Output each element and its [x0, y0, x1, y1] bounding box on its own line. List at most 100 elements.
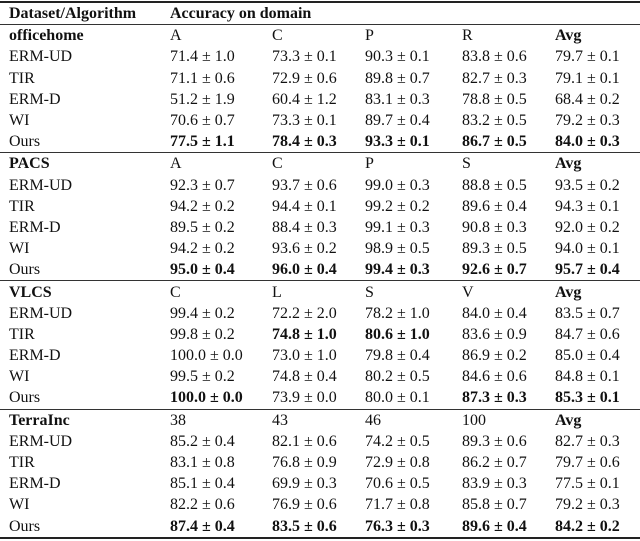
algorithm-name: Ours [9, 261, 41, 279]
accuracy-cell: 92.0 ± 0.2 [555, 218, 620, 236]
result-row: TIR 83.1 ± 0.8 76.8 ± 0.9 72.9 ± 0.8 86.2 ± … [0, 452, 640, 473]
accuracy-cell: 82.2 ± 0.6 [170, 496, 235, 514]
accuracy-cell: 95.0 ± 0.4 [170, 261, 235, 279]
accuracy-cell: 94.0 ± 0.1 [555, 240, 620, 258]
accuracy-cell: 82.7 ± 0.3 [555, 432, 620, 450]
accuracy-cell: 77.5 ± 1.1 [170, 133, 235, 151]
accuracy-cell: 74.8 ± 1.0 [272, 325, 337, 343]
algorithm-name: ERM-D [9, 347, 61, 365]
accuracy-cell: 89.8 ± 0.7 [365, 69, 430, 87]
domain-label: P [355, 24, 452, 47]
accuracy-cell: 96.0 ± 0.4 [272, 261, 337, 279]
accuracy-cell: 94.4 ± 0.1 [272, 197, 337, 215]
section-header-row: officehome A C P R Avg [0, 24, 640, 47]
algorithm-name: ERM-UD [9, 48, 73, 66]
accuracy-cell: 51.2 ± 1.9 [170, 90, 235, 108]
result-row: Ours 77.5 ± 1.1 78.4 ± 0.3 93.3 ± 0.1 86.7 ±… [0, 131, 640, 153]
result-row: WI 70.6 ± 0.7 73.3 ± 0.1 89.7 ± 0.4 83.2 ± 0… [0, 110, 640, 131]
accuracy-cell: 71.1 ± 0.6 [170, 69, 235, 87]
accuracy-cell: 86.7 ± 0.5 [462, 133, 527, 151]
algorithm-name: WI [9, 240, 30, 258]
algorithm-name: ERM-UD [9, 304, 73, 322]
header-row: Dataset/Algorithm Accuracy on domain [0, 2, 640, 25]
domain-label: A [160, 152, 262, 175]
result-row: Ours 87.4 ± 0.4 83.5 ± 0.6 76.3 ± 0.3 89.6 ±… [0, 516, 640, 538]
accuracy-cell: 89.3 ± 0.5 [462, 240, 527, 258]
accuracy-cell: 60.4 ± 1.2 [272, 90, 337, 108]
domain-label: 38 [160, 408, 262, 431]
accuracy-cell: 100.0 ± 0.0 [170, 347, 243, 365]
accuracy-cell: 74.2 ± 0.5 [365, 432, 430, 450]
accuracy-cell: 88.4 ± 0.3 [272, 218, 337, 236]
accuracy-cell: 84.8 ± 0.1 [555, 368, 620, 386]
section-header-row: TerraInc 38 43 46 100 Avg [0, 408, 640, 431]
domain-label: S [355, 280, 452, 303]
accuracy-cell: 84.6 ± 0.6 [462, 368, 527, 386]
accuracy-cell: 76.8 ± 0.9 [272, 454, 337, 472]
result-row: TIR 94.2 ± 0.2 94.4 ± 0.1 99.2 ± 0.2 89.6 ± … [0, 196, 640, 217]
accuracy-cell: 99.5 ± 0.2 [170, 368, 235, 386]
domain-label: R [452, 24, 545, 47]
algorithm-name: Ours [9, 389, 41, 407]
result-row: ERM-UD 71.4 ± 1.0 73.3 ± 0.1 90.3 ± 0.1 83.8… [0, 46, 640, 67]
domain-label: V [452, 280, 545, 303]
accuracy-cell: 94.2 ± 0.2 [170, 197, 235, 215]
accuracy-cell: 73.9 ± 0.0 [272, 389, 337, 407]
accuracy-cell: 85.3 ± 0.1 [555, 389, 620, 407]
domain-label: Avg [545, 24, 640, 47]
result-row: ERM-UD 99.4 ± 0.2 72.2 ± 2.0 78.2 ± 1.0 84.0… [0, 303, 640, 324]
accuracy-cell: 78.4 ± 0.3 [272, 133, 337, 151]
accuracy-cell: 83.9 ± 0.3 [462, 475, 527, 493]
result-row: Ours 100.0 ± 0.0 73.9 ± 0.0 80.0 ± 0.1 87.3 … [0, 387, 640, 409]
accuracy-cell: 89.6 ± 0.4 [462, 197, 527, 215]
header-cell: Dataset/Algorithm [9, 5, 137, 23]
domain-label: Avg [545, 152, 640, 175]
accuracy-cell: 79.2 ± 0.3 [555, 112, 620, 130]
accuracy-cell: 95.7 ± 0.4 [555, 261, 620, 279]
accuracy-cell: 87.3 ± 0.3 [462, 389, 527, 407]
accuracy-cell: 94.2 ± 0.2 [170, 240, 235, 258]
algorithm-name: WI [9, 496, 30, 514]
accuracy-cell: 79.7 ± 0.6 [555, 454, 620, 472]
accuracy-cell: 93.7 ± 0.6 [272, 176, 337, 194]
accuracy-cell: 77.5 ± 0.1 [555, 475, 620, 493]
accuracy-cell: 85.1 ± 0.4 [170, 475, 235, 493]
dataset-name: VLCS [0, 280, 160, 303]
dataset-name: officehome [0, 24, 160, 47]
result-row: ERM-D 89.5 ± 0.2 88.4 ± 0.3 99.1 ± 0.3 90.8 … [0, 217, 640, 238]
result-row: TIR 99.8 ± 0.2 74.8 ± 1.0 80.6 ± 1.0 83.6 ± … [0, 324, 640, 345]
accuracy-cell: 83.2 ± 0.5 [462, 112, 527, 130]
accuracy-cell: 99.4 ± 0.3 [365, 261, 430, 279]
accuracy-cell: 86.2 ± 0.7 [462, 454, 527, 472]
accuracy-cell: 82.1 ± 0.6 [272, 432, 337, 450]
domain-label: 100 [452, 408, 545, 431]
domain-label: C [160, 280, 262, 303]
accuracy-cell: 70.6 ± 0.7 [170, 112, 235, 130]
accuracy-cell: 71.4 ± 1.0 [170, 48, 235, 66]
result-row: WI 94.2 ± 0.2 93.6 ± 0.2 98.9 ± 0.5 89.3 ± 0… [0, 238, 640, 259]
algorithm-name: TIR [9, 454, 35, 472]
accuracy-cell: 83.1 ± 0.3 [365, 90, 430, 108]
accuracy-cell: 72.9 ± 0.8 [365, 454, 430, 472]
accuracy-cell: 73.3 ± 0.1 [272, 48, 337, 66]
accuracy-cell: 85.0 ± 0.4 [555, 347, 620, 365]
accuracy-cell: 82.7 ± 0.3 [462, 69, 527, 87]
accuracy-cell: 68.4 ± 0.2 [555, 90, 620, 108]
accuracy-cell: 93.5 ± 0.2 [555, 176, 620, 194]
result-row: WI 82.2 ± 0.6 76.9 ± 0.6 71.7 ± 0.8 85.8 ± 0… [0, 494, 640, 515]
accuracy-cell: 79.7 ± 0.1 [555, 48, 620, 66]
accuracy-cell: 80.6 ± 1.0 [365, 325, 430, 343]
accuracy-cell: 69.9 ± 0.3 [272, 475, 337, 493]
algorithm-name: Ours [9, 517, 41, 535]
accuracy-cell: 84.7 ± 0.6 [555, 325, 620, 343]
accuracy-cell: 89.6 ± 0.4 [462, 517, 527, 535]
accuracy-cell: 93.6 ± 0.2 [272, 240, 337, 258]
accuracy-cell: 93.3 ± 0.1 [365, 133, 430, 151]
accuracy-cell: 79.1 ± 0.1 [555, 69, 620, 87]
accuracy-cell: 83.6 ± 0.9 [462, 325, 527, 343]
section-header-row: VLCS C L S V Avg [0, 280, 640, 303]
accuracy-cell: 92.6 ± 0.7 [462, 261, 527, 279]
accuracy-cell: 84.2 ± 0.2 [555, 517, 620, 535]
